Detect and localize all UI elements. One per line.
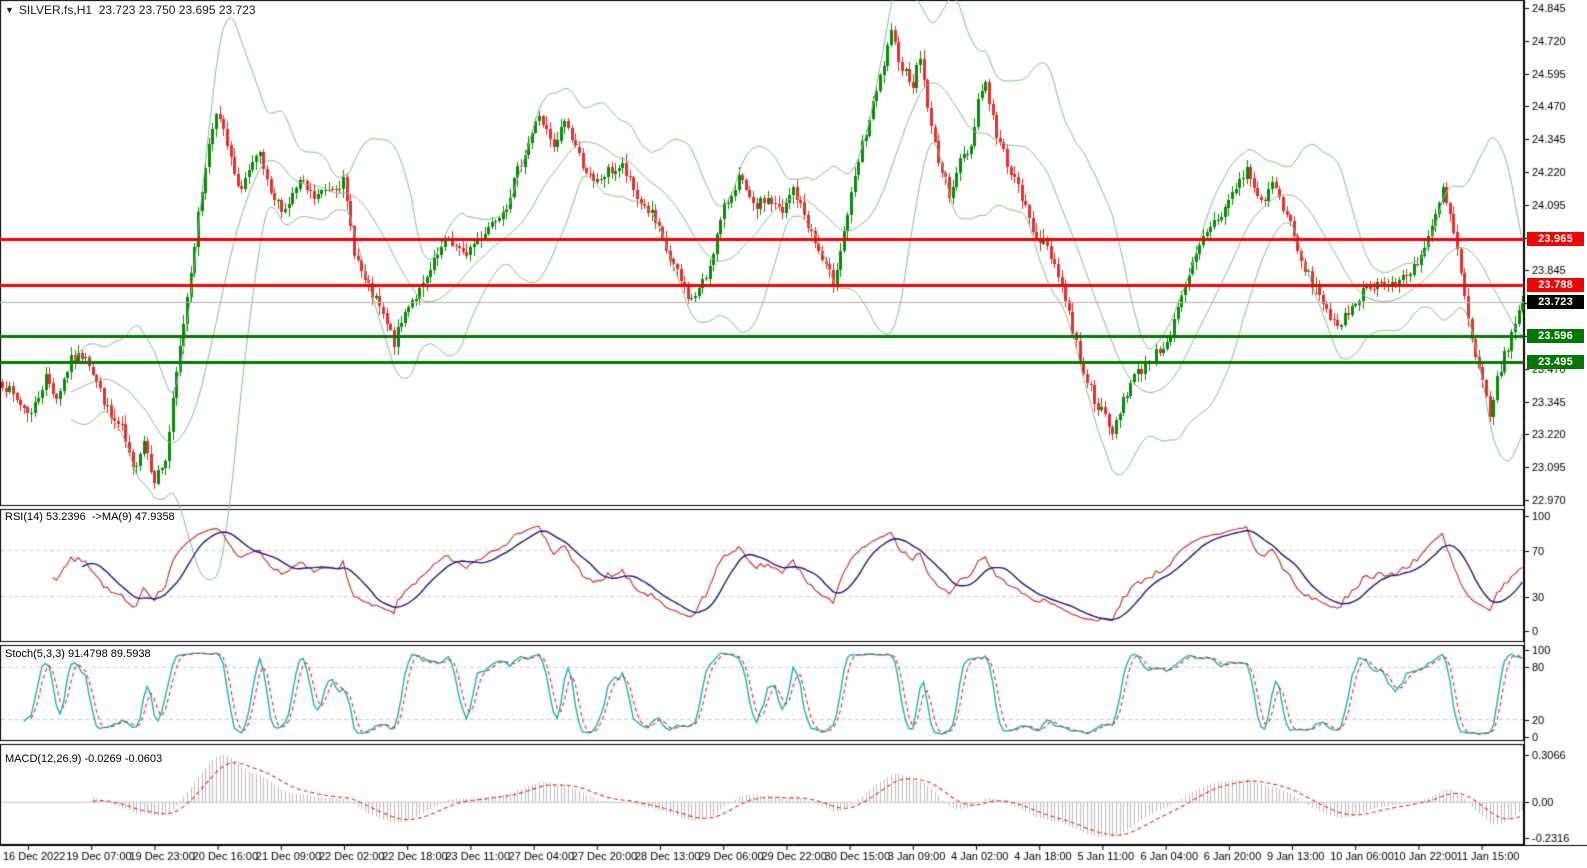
macd-indicator-label: MACD(12,26,9) -0.0269 -0.0603 bbox=[5, 753, 163, 765]
resistance-price-tag-2[interactable]: 23.788 bbox=[1527, 278, 1584, 292]
resistance-price-tag-1[interactable]: 23.965 bbox=[1527, 232, 1584, 246]
stoch-indicator-label: Stoch(5,3,3) 91.4798 89.5938 bbox=[5, 648, 151, 660]
support-price-tag-2[interactable]: 23.495 bbox=[1527, 355, 1584, 369]
main-chart-panel[interactable] bbox=[0, 0, 1524, 506]
chart-title-bar: ▼ SILVER.fs,H1 23.723 23.750 23.695 23.7… bbox=[5, 3, 256, 17]
rsi-panel[interactable] bbox=[0, 509, 1524, 642]
symbol-dropdown-icon[interactable]: ▼ bbox=[5, 4, 14, 15]
time-axis[interactable] bbox=[0, 845, 1587, 868]
support-price-tag-1[interactable]: 23.596 bbox=[1527, 329, 1584, 343]
stoch-panel[interactable] bbox=[0, 645, 1524, 741]
macd-panel[interactable] bbox=[0, 744, 1524, 845]
price-axis[interactable] bbox=[1524, 0, 1587, 845]
chart-title: SILVER.fs,H1 23.723 23.750 23.695 23.723 bbox=[18, 3, 256, 17]
current-price-tag: 23.723 bbox=[1527, 295, 1584, 309]
rsi-indicator-label: RSI(14) 53.2396 ->MA(9) 47.9358 bbox=[5, 511, 175, 523]
